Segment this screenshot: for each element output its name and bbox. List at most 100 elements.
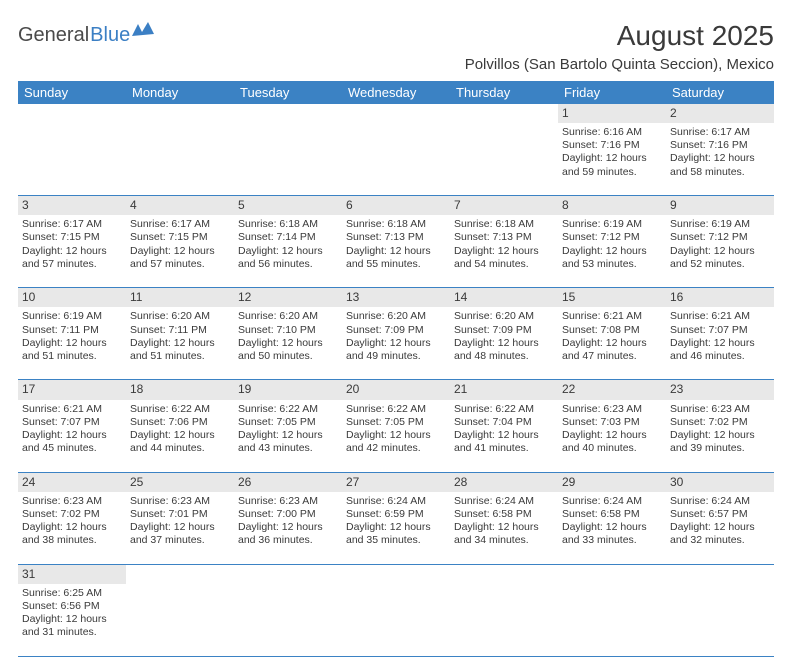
sunset-line: Sunset: 7:11 PM — [22, 324, 122, 337]
daylight-line1: Daylight: 12 hours — [346, 429, 446, 442]
daylight-line2: and 34 minutes. — [454, 534, 554, 547]
day-number-cell: 31 — [18, 564, 126, 584]
day-number: 20 — [346, 382, 359, 396]
day-content-cell — [342, 584, 450, 656]
day-number-cell: 22 — [558, 380, 666, 400]
day-content-cell: Sunrise: 6:24 AMSunset: 6:58 PMDaylight:… — [450, 492, 558, 564]
day-number-cell: 11 — [126, 288, 234, 308]
day-number-cell — [18, 104, 126, 123]
day-number-cell: 24 — [18, 472, 126, 492]
sunset-line: Sunset: 7:00 PM — [238, 508, 338, 521]
day-content-cell: Sunrise: 6:19 AMSunset: 7:11 PMDaylight:… — [18, 307, 126, 379]
day-number-cell: 21 — [450, 380, 558, 400]
day-number-cell: 2 — [666, 104, 774, 123]
daylight-line1: Daylight: 12 hours — [130, 429, 230, 442]
day-number: 23 — [670, 382, 683, 396]
day-number: 22 — [562, 382, 575, 396]
sunset-line: Sunset: 7:06 PM — [130, 416, 230, 429]
day-number-cell: 5 — [234, 196, 342, 216]
day-header-row: SundayMondayTuesdayWednesdayThursdayFrid… — [18, 81, 774, 104]
daylight-line2: and 50 minutes. — [238, 350, 338, 363]
sunrise-line: Sunrise: 6:25 AM — [22, 587, 122, 600]
day-number: 8 — [562, 198, 569, 212]
day-number-cell: 1 — [558, 104, 666, 123]
daylight-line1: Daylight: 12 hours — [22, 337, 122, 350]
flag-icon — [132, 22, 154, 43]
sunrise-line: Sunrise: 6:19 AM — [22, 310, 122, 323]
content-row: Sunrise: 6:16 AMSunset: 7:16 PMDaylight:… — [18, 123, 774, 195]
day-number-cell: 16 — [666, 288, 774, 308]
sunset-line: Sunset: 7:14 PM — [238, 231, 338, 244]
daylight-line2: and 49 minutes. — [346, 350, 446, 363]
daylight-line2: and 52 minutes. — [670, 258, 770, 271]
logo-text-blue: Blue — [90, 24, 130, 47]
sunrise-line: Sunrise: 6:23 AM — [238, 495, 338, 508]
day-number-cell — [342, 104, 450, 123]
sunrise-line: Sunrise: 6:20 AM — [346, 310, 446, 323]
day-number-cell: 7 — [450, 196, 558, 216]
logo: General Blue — [18, 24, 154, 47]
day-number: 10 — [22, 290, 35, 304]
daylight-line1: Daylight: 12 hours — [562, 337, 662, 350]
daylight-line1: Daylight: 12 hours — [238, 337, 338, 350]
day-number: 15 — [562, 290, 575, 304]
daylight-line1: Daylight: 12 hours — [454, 337, 554, 350]
day-number-cell: 6 — [342, 196, 450, 216]
sunrise-line: Sunrise: 6:22 AM — [238, 403, 338, 416]
daylight-line2: and 37 minutes. — [130, 534, 230, 547]
daylight-line1: Daylight: 12 hours — [670, 152, 770, 165]
sunrise-line: Sunrise: 6:24 AM — [562, 495, 662, 508]
day-number: 2 — [670, 106, 677, 120]
daylight-line1: Daylight: 12 hours — [346, 521, 446, 534]
day-number-cell — [126, 564, 234, 584]
day-number: 24 — [22, 475, 35, 489]
daylight-line1: Daylight: 12 hours — [22, 245, 122, 258]
daylight-line2: and 59 minutes. — [562, 166, 662, 179]
day-content-cell: Sunrise: 6:23 AMSunset: 7:01 PMDaylight:… — [126, 492, 234, 564]
day-number-cell: 23 — [666, 380, 774, 400]
day-number-cell: 19 — [234, 380, 342, 400]
daylight-line1: Daylight: 12 hours — [670, 521, 770, 534]
day-content-cell: Sunrise: 6:19 AMSunset: 7:12 PMDaylight:… — [558, 215, 666, 287]
day-content-cell — [666, 584, 774, 656]
day-number-cell: 12 — [234, 288, 342, 308]
day-content-cell: Sunrise: 6:20 AMSunset: 7:10 PMDaylight:… — [234, 307, 342, 379]
daylight-line2: and 55 minutes. — [346, 258, 446, 271]
day-content-cell — [450, 584, 558, 656]
day-content-cell: Sunrise: 6:20 AMSunset: 7:11 PMDaylight:… — [126, 307, 234, 379]
sunset-line: Sunset: 6:59 PM — [346, 508, 446, 521]
location: Polvillos (San Bartolo Quinta Seccion), … — [465, 56, 774, 73]
day-number-cell: 28 — [450, 472, 558, 492]
content-row: Sunrise: 6:19 AMSunset: 7:11 PMDaylight:… — [18, 307, 774, 379]
content-row: Sunrise: 6:21 AMSunset: 7:07 PMDaylight:… — [18, 400, 774, 472]
day-number-cell — [342, 564, 450, 584]
day-number-cell: 30 — [666, 472, 774, 492]
day-number-cell: 27 — [342, 472, 450, 492]
content-row: Sunrise: 6:25 AMSunset: 6:56 PMDaylight:… — [18, 584, 774, 656]
daylight-line2: and 48 minutes. — [454, 350, 554, 363]
daylight-line1: Daylight: 12 hours — [22, 521, 122, 534]
daylight-line2: and 54 minutes. — [454, 258, 554, 271]
sunset-line: Sunset: 7:04 PM — [454, 416, 554, 429]
sunset-line: Sunset: 7:09 PM — [346, 324, 446, 337]
daylight-line2: and 57 minutes. — [130, 258, 230, 271]
day-content-cell: Sunrise: 6:19 AMSunset: 7:12 PMDaylight:… — [666, 215, 774, 287]
day-number: 9 — [670, 198, 677, 212]
sunrise-line: Sunrise: 6:16 AM — [562, 126, 662, 139]
daylight-line2: and 43 minutes. — [238, 442, 338, 455]
day-number: 13 — [346, 290, 359, 304]
sunset-line: Sunset: 7:08 PM — [562, 324, 662, 337]
title-block: August 2025 Polvillos (San Bartolo Quint… — [465, 20, 774, 73]
sunset-line: Sunset: 7:10 PM — [238, 324, 338, 337]
day-number-cell: 10 — [18, 288, 126, 308]
day-content-cell: Sunrise: 6:24 AMSunset: 6:59 PMDaylight:… — [342, 492, 450, 564]
sunrise-line: Sunrise: 6:22 AM — [346, 403, 446, 416]
day-content-cell: Sunrise: 6:16 AMSunset: 7:16 PMDaylight:… — [558, 123, 666, 195]
daynum-row: 24252627282930 — [18, 472, 774, 492]
day-content-cell: Sunrise: 6:18 AMSunset: 7:14 PMDaylight:… — [234, 215, 342, 287]
day-content-cell: Sunrise: 6:24 AMSunset: 6:58 PMDaylight:… — [558, 492, 666, 564]
day-number: 6 — [346, 198, 353, 212]
sunrise-line: Sunrise: 6:23 AM — [670, 403, 770, 416]
day-content-cell — [126, 123, 234, 195]
day-number: 18 — [130, 382, 143, 396]
